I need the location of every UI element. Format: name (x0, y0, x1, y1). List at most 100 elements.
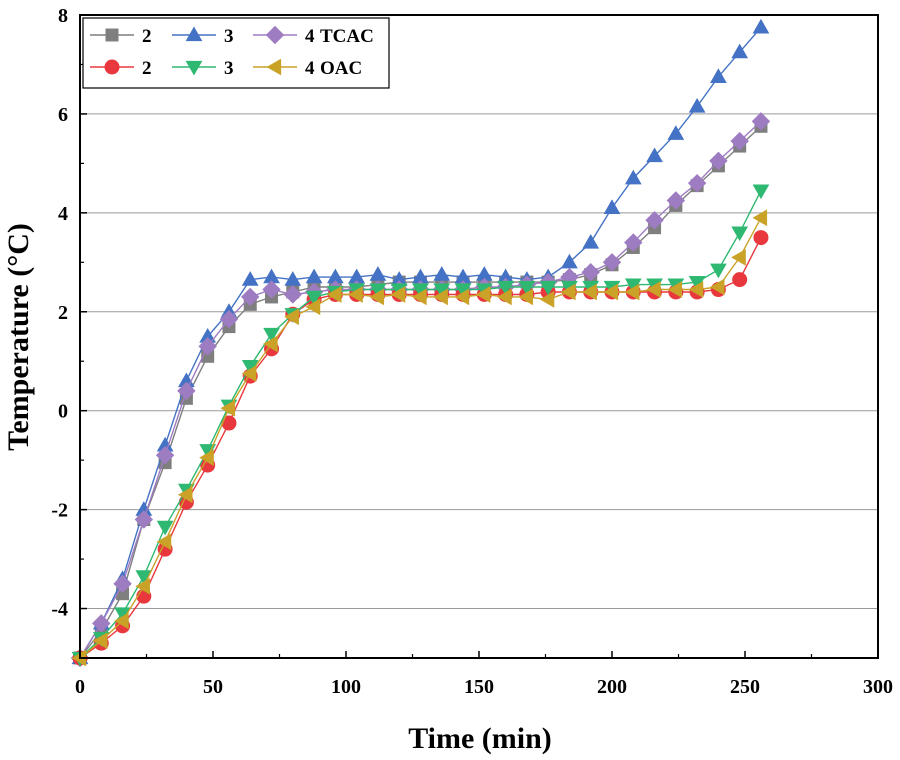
data-point (710, 68, 727, 83)
data-point (582, 283, 597, 301)
data-point (582, 234, 600, 249)
data-point (645, 211, 664, 230)
data-point (709, 151, 728, 171)
legend-group-label: TCAC (320, 26, 374, 47)
data-point (710, 263, 727, 279)
legend-marker (185, 60, 203, 76)
legend-item: 2 (90, 58, 152, 79)
data-point (475, 286, 491, 303)
legend-label: 3 (224, 58, 234, 79)
data-point (497, 280, 514, 296)
data-point (199, 449, 214, 467)
data-point (241, 365, 257, 382)
x-tick-label: 200 (597, 676, 627, 698)
y-tick-label: 6 (58, 104, 68, 126)
data-point (518, 288, 534, 306)
data-point (752, 184, 770, 200)
data-point (646, 281, 661, 298)
y-tick-label: 2 (58, 302, 68, 324)
x-tick-label: 50 (203, 676, 223, 698)
y-axis-title: Temperature (°C) (2, 223, 35, 451)
series-tcac-4 (70, 112, 771, 668)
data-point (667, 281, 682, 298)
y-tick-label: 8 (58, 5, 68, 27)
data-point (433, 266, 451, 281)
legend-item: 3 (172, 58, 234, 79)
legend-label: 4 (305, 26, 315, 47)
data-point (667, 125, 685, 140)
legend-box (82, 17, 390, 89)
data-point (518, 280, 536, 296)
data-point (220, 399, 236, 417)
data-point (731, 226, 749, 242)
data-point (241, 271, 259, 286)
legend-marker (104, 59, 120, 75)
data-point (155, 446, 175, 465)
data-point (731, 43, 749, 59)
x-tick-label: 0 (75, 676, 85, 698)
data-point (539, 280, 557, 296)
data-point (581, 262, 600, 282)
data-point (752, 209, 768, 227)
y-tick-label: -2 (51, 500, 68, 522)
data-point (92, 632, 108, 650)
data-point (263, 327, 280, 343)
data-point (92, 614, 111, 633)
data-point (732, 272, 748, 288)
data-point (156, 533, 172, 551)
data-point (326, 286, 342, 303)
data-point (624, 233, 643, 252)
legend-label: 2 (142, 58, 152, 79)
data-point (114, 612, 129, 630)
data-point (177, 381, 196, 401)
legend-marker (265, 25, 285, 45)
data-point (603, 283, 619, 301)
data-point (688, 281, 704, 298)
data-point (709, 278, 725, 296)
data-point (433, 288, 448, 306)
data-point (560, 283, 576, 301)
data-point (454, 288, 470, 306)
x-tick-label: 150 (464, 676, 494, 698)
axis-layer: -4 -2 0 2 4 6 8 0 50 100 150 200 250 300 (51, 5, 893, 698)
data-point (262, 280, 281, 299)
data-point (369, 288, 385, 306)
data-point (177, 486, 193, 504)
legend-label: 2 (142, 26, 152, 47)
data-point (135, 577, 150, 595)
data-point (752, 18, 770, 34)
data-point (284, 271, 302, 286)
data-point (156, 520, 174, 536)
plot-frame (79, 14, 879, 659)
data-point (687, 173, 707, 193)
data-point (134, 510, 154, 529)
series-line (79, 26, 762, 659)
x-tick-label: 100 (331, 676, 361, 698)
data-point (305, 268, 323, 284)
data-point (624, 283, 640, 301)
data-point (241, 287, 260, 307)
data-point (539, 291, 555, 308)
data-point (305, 298, 321, 316)
series-oac-3 (71, 184, 770, 667)
legend-marker (266, 58, 282, 76)
data-point (751, 112, 771, 131)
grid-layer (80, 14, 878, 610)
data-point (283, 285, 303, 304)
data-point (602, 253, 622, 272)
y-tick-label: -4 (51, 599, 68, 621)
series-tcac-3 (71, 18, 770, 665)
series-oac-4 (71, 209, 768, 667)
data-point (198, 337, 217, 356)
data-point (646, 147, 663, 163)
data-point (369, 266, 387, 281)
data-point (666, 191, 686, 210)
legend-marker (105, 28, 119, 42)
data-point (348, 286, 363, 303)
data-point (497, 288, 512, 306)
series-line (79, 190, 762, 659)
legend-marker (185, 26, 203, 42)
legend-item: 2 (90, 26, 152, 47)
